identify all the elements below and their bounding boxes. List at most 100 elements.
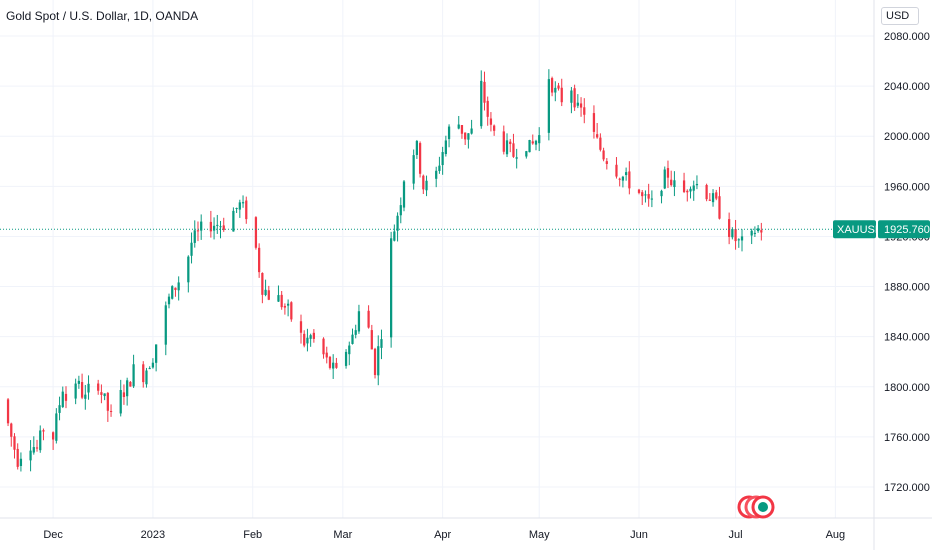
candle-body bbox=[422, 175, 425, 190]
candle-body bbox=[467, 133, 470, 140]
tradingview-logo-icon[interactable] bbox=[737, 495, 775, 519]
candle-body bbox=[312, 332, 315, 339]
candle-body bbox=[734, 229, 737, 242]
candle-body bbox=[142, 364, 145, 383]
candle-body bbox=[97, 383, 100, 391]
candle-body bbox=[441, 152, 444, 166]
candle-body bbox=[290, 302, 293, 320]
candle-body bbox=[354, 330, 357, 335]
candle-body bbox=[435, 170, 438, 179]
x-tick-label: Jun bbox=[630, 529, 648, 541]
candle-body bbox=[618, 178, 621, 180]
candle-body bbox=[615, 164, 618, 177]
candle-body bbox=[438, 165, 441, 171]
candle-body bbox=[171, 286, 174, 299]
candle-body bbox=[534, 140, 538, 145]
candle-body bbox=[396, 215, 399, 231]
candle-body bbox=[6, 399, 10, 424]
candle-body bbox=[174, 287, 177, 290]
candle-body bbox=[505, 140, 509, 155]
candle-body bbox=[209, 221, 212, 232]
symbol-label: XAUUSD bbox=[837, 224, 883, 236]
time-axis[interactable]: Dec 2023 Feb Mar Apr May Jun Jul Aug bbox=[43, 529, 845, 541]
candle-body bbox=[77, 380, 80, 384]
candle-body bbox=[109, 410, 113, 412]
candle-body bbox=[64, 393, 68, 401]
candle-body bbox=[322, 338, 325, 355]
candle-body bbox=[711, 193, 715, 203]
candle-body bbox=[325, 352, 328, 358]
candle-body bbox=[13, 436, 16, 450]
candle-body bbox=[718, 196, 721, 219]
candle-body bbox=[348, 345, 351, 355]
candle-body bbox=[306, 337, 309, 344]
candle-body bbox=[219, 226, 222, 228]
candle-body bbox=[628, 171, 631, 189]
candle-body bbox=[412, 155, 415, 184]
candle-body bbox=[238, 202, 241, 210]
currency-selector[interactable]: USD bbox=[881, 7, 919, 25]
candle-body bbox=[531, 141, 534, 144]
candle-body bbox=[151, 362, 155, 368]
candle-body bbox=[303, 333, 306, 346]
candle-body bbox=[245, 200, 248, 220]
candle-body bbox=[155, 344, 158, 363]
candle-body bbox=[444, 140, 447, 155]
candle-body bbox=[100, 392, 103, 395]
candle-body bbox=[280, 294, 283, 308]
candle-body bbox=[35, 447, 39, 449]
candle-body bbox=[61, 391, 64, 408]
candle-body bbox=[377, 346, 380, 376]
candle-body bbox=[235, 208, 238, 210]
candle-body bbox=[84, 394, 87, 399]
candle-body bbox=[418, 143, 422, 174]
candle-body bbox=[55, 413, 58, 441]
candle-body bbox=[538, 135, 541, 144]
candle-body bbox=[32, 447, 35, 453]
candle-body bbox=[126, 380, 129, 397]
candle-body bbox=[708, 199, 711, 201]
candle-body bbox=[286, 303, 290, 306]
candles bbox=[6, 69, 763, 472]
candle-body bbox=[576, 102, 579, 106]
candle-body bbox=[309, 335, 312, 339]
candle-body bbox=[335, 362, 338, 368]
candle-body bbox=[592, 113, 596, 132]
candle-body bbox=[425, 180, 428, 191]
candle-body bbox=[80, 382, 84, 398]
candle-body bbox=[695, 183, 699, 186]
y-tick-label: 2000.000 bbox=[884, 131, 930, 143]
candle-body bbox=[357, 311, 361, 332]
candle-body bbox=[486, 100, 489, 117]
candle-body bbox=[728, 219, 731, 237]
candle-body bbox=[605, 161, 608, 164]
x-tick-label: Feb bbox=[243, 529, 262, 541]
price-axis[interactable]: 2080.0002040.0002000.0001960.0001920.000… bbox=[884, 31, 930, 494]
candle-body bbox=[756, 228, 760, 232]
candle-body bbox=[637, 189, 641, 193]
candle-body bbox=[193, 230, 196, 243]
candle-body bbox=[415, 140, 419, 155]
candle-body bbox=[132, 364, 135, 387]
candle-body bbox=[682, 180, 686, 192]
candle-body bbox=[641, 192, 644, 197]
candle-body bbox=[344, 351, 348, 366]
candle-body bbox=[129, 381, 132, 387]
candle-body bbox=[457, 124, 460, 129]
candle-body bbox=[621, 176, 625, 181]
y-tick-label: 1880.000 bbox=[884, 282, 930, 294]
price-tag[interactable]: XAUUSD 1925.760 bbox=[833, 220, 930, 239]
x-tick-label: Mar bbox=[333, 529, 352, 541]
x-tick-label: Jul bbox=[729, 529, 743, 541]
candle-body bbox=[16, 448, 19, 467]
y-tick-label: 2040.000 bbox=[884, 81, 930, 93]
candle-body bbox=[283, 305, 287, 308]
candle-body bbox=[232, 210, 235, 232]
candle-body bbox=[299, 321, 303, 333]
candle-body bbox=[528, 140, 531, 153]
candle-body bbox=[715, 192, 718, 199]
candle-body bbox=[103, 393, 106, 397]
